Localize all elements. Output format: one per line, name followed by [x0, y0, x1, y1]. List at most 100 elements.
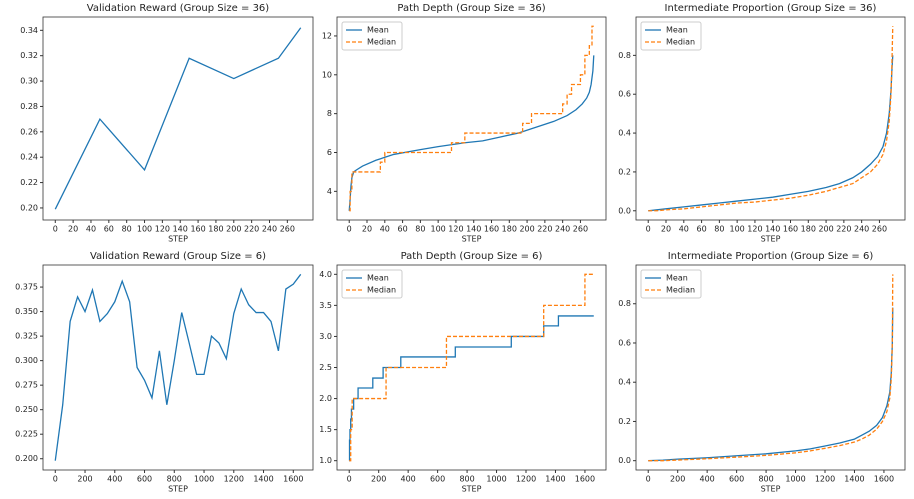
x-tick-label: 0 [53, 475, 58, 484]
x-tick-label: 400 [700, 475, 715, 484]
y-tick-label: 6 [327, 148, 332, 157]
plot-frame [635, 16, 906, 221]
data-line [54, 27, 302, 210]
y-tick-label: 0.2 [618, 167, 631, 176]
legend-label: Mean [666, 274, 688, 283]
x-tick-label: 40 [679, 225, 689, 234]
y-tick-label: 0.30 [20, 77, 38, 86]
x-tick-label: 200 [77, 475, 92, 484]
x-tick-label: 0 [53, 225, 58, 234]
chart-title: Intermediate Proportion (Group Size = 36… [665, 3, 877, 14]
x-tick-label: 60 [696, 225, 706, 234]
y-tick-label: 2.5 [319, 363, 332, 372]
x-tick-label: 200 [670, 475, 685, 484]
x-tick-label: 20 [661, 225, 671, 234]
y-tick-label: 0.300 [15, 356, 38, 365]
x-tick-label: 20 [68, 225, 78, 234]
legend-box [341, 21, 403, 51]
legend-box [341, 269, 403, 299]
x-axis-label: STEP [761, 485, 781, 494]
x-tick-label: 60 [104, 225, 114, 234]
y-tick-label: 0.275 [15, 381, 38, 390]
x-tick-label: 240 [854, 225, 869, 234]
x-tick-label: 400 [401, 475, 416, 484]
x-tick-label: 1000 [486, 475, 506, 484]
x-axis-label: STEP [462, 485, 482, 494]
x-tick-label: 100 [137, 225, 152, 234]
x-tick-label: 800 [459, 475, 474, 484]
y-tick-label: 0.325 [15, 332, 38, 341]
y-tick-label: 0.225 [15, 430, 38, 439]
x-tick-label: 600 [729, 475, 744, 484]
x-tick-label: 120 [155, 225, 170, 234]
x-tick-label: 1000 [785, 475, 805, 484]
x-tick-label: 200 [226, 225, 241, 234]
y-tick-label: 0.8 [618, 51, 631, 60]
x-tick-label: 60 [397, 225, 407, 234]
y-tick-label: 0.200 [15, 454, 38, 463]
x-tick-label: 1400 [545, 475, 565, 484]
legend-label: Mean [367, 274, 389, 283]
x-tick-label: 180 [208, 225, 223, 234]
y-tick-label: 0.350 [15, 307, 38, 316]
chart-title: Path Depth (Group Size = 36) [397, 3, 545, 14]
y-tick-label: 1.0 [319, 456, 332, 465]
x-tick-label: 80 [714, 225, 724, 234]
chart-title: Validation Reward (Group Size = 6) [90, 251, 266, 262]
x-tick-label: 400 [107, 475, 122, 484]
data-line [648, 307, 894, 462]
x-tick-label: 1600 [874, 475, 894, 484]
x-tick-label: 260 [280, 225, 295, 234]
plot-frame [336, 16, 607, 221]
x-tick-label: 120 [747, 225, 762, 234]
y-tick-label: 0.32 [20, 51, 38, 60]
y-tick-label: 8 [327, 109, 332, 118]
x-axis-label: STEP [761, 235, 781, 244]
legend-label: Mean [666, 26, 688, 35]
x-tick-label: 200 [818, 225, 833, 234]
x-tick-label: 1400 [844, 475, 864, 484]
y-tick-label: 0.34 [20, 26, 38, 35]
legend-box [640, 269, 702, 299]
plot-frame [42, 264, 314, 471]
x-tick-label: 240 [262, 225, 277, 234]
x-tick-label: 180 [801, 225, 816, 234]
x-tick-label: 0 [347, 225, 352, 234]
legend-label: Mean [367, 26, 389, 35]
y-tick-label: 0.20 [20, 203, 38, 212]
y-tick-label: 0.26 [20, 127, 38, 136]
y-tick-label: 3.5 [319, 301, 332, 310]
y-tick-label: 0.24 [20, 153, 38, 162]
x-axis-label: STEP [462, 235, 482, 244]
x-tick-label: 240 [555, 225, 570, 234]
y-tick-label: 10 [322, 70, 332, 79]
y-tick-label: 0.6 [618, 90, 631, 99]
x-tick-label: 260 [872, 225, 887, 234]
x-tick-label: 260 [573, 225, 588, 234]
x-tick-label: 80 [122, 225, 132, 234]
x-axis-label: STEP [168, 235, 188, 244]
x-axis-label: STEP [168, 485, 188, 494]
plot-frame [635, 264, 906, 471]
y-tick-label: 4 [327, 187, 332, 196]
y-tick-label: 0.0 [618, 456, 631, 465]
x-tick-label: 160 [190, 225, 205, 234]
chart-title: Path Depth (Group Size = 6) [401, 251, 543, 262]
x-tick-label: 40 [380, 225, 390, 234]
x-tick-label: 1600 [283, 475, 303, 484]
x-tick-label: 1200 [224, 475, 244, 484]
x-tick-label: 0 [646, 475, 651, 484]
x-tick-label: 1000 [194, 475, 214, 484]
x-tick-label: 160 [783, 225, 798, 234]
legend-label: Median [666, 38, 695, 47]
x-tick-label: 800 [167, 475, 182, 484]
legend-label: Median [367, 286, 396, 295]
data-line [349, 273, 594, 462]
x-tick-label: 180 [502, 225, 517, 234]
x-tick-label: 100 [730, 225, 745, 234]
x-tick-label: 20 [362, 225, 372, 234]
y-tick-label: 3.0 [319, 332, 332, 341]
y-tick-label: 4.0 [319, 270, 332, 279]
y-tick-label: 0.22 [20, 178, 38, 187]
x-tick-label: 220 [537, 225, 552, 234]
